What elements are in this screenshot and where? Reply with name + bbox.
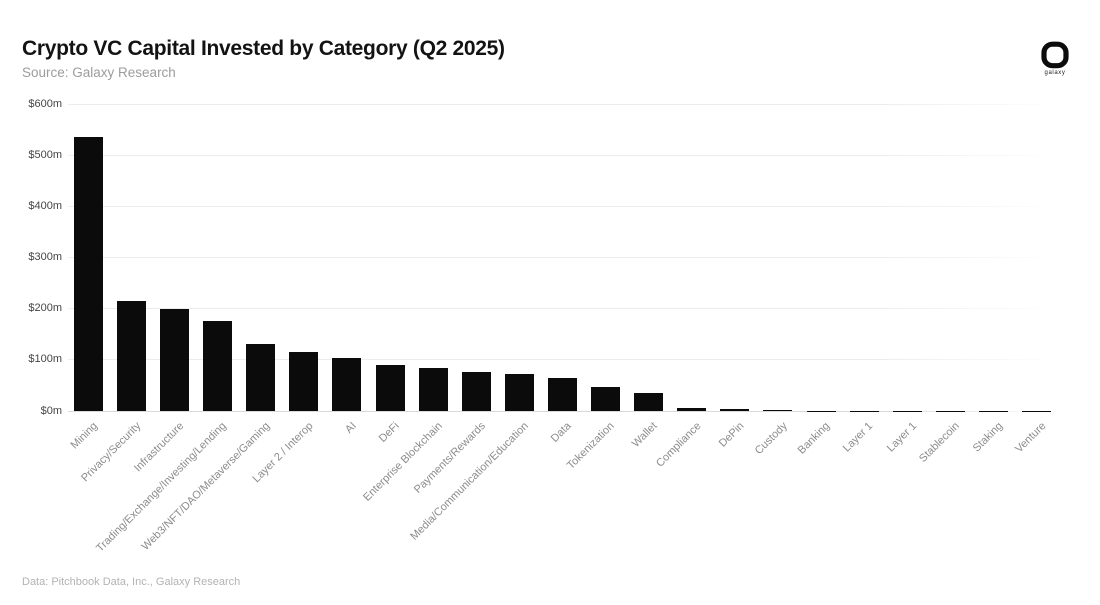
bar-ai bbox=[332, 357, 362, 411]
chart-source: Source: Galaxy Research bbox=[22, 65, 176, 80]
bar-depin bbox=[720, 409, 750, 411]
galaxy-helmet-icon bbox=[1041, 41, 1069, 69]
y-axis-tick-label: $600m bbox=[28, 97, 62, 110]
chart-header: Crypto VC Capital Invested by Category (… bbox=[22, 36, 505, 80]
x-axis-category-label: DePin bbox=[716, 420, 747, 450]
bar-trading-exchange-investing-lending bbox=[203, 320, 233, 411]
bar-media-communication-education bbox=[504, 374, 534, 411]
bar-layer-2-interop bbox=[289, 352, 319, 411]
x-axis-category-label: DeFi bbox=[376, 420, 402, 445]
x-axis-category-label: Stablecoin bbox=[916, 420, 962, 465]
y-axis-tick-label: $500m bbox=[28, 148, 62, 161]
y-axis-tick-label: $300m bbox=[28, 251, 62, 263]
gridline bbox=[68, 257, 1062, 258]
bar-infrastructure bbox=[160, 308, 189, 411]
gridline bbox=[68, 308, 1062, 310]
bar-mining bbox=[73, 137, 103, 411]
x-axis-category-label: Compliance bbox=[653, 420, 704, 470]
bar-payments-rewards bbox=[461, 372, 491, 411]
y-axis-tick-label: $100m bbox=[28, 353, 62, 366]
y-axis-tick-label: $0m bbox=[40, 404, 62, 417]
bar-custody bbox=[763, 410, 793, 411]
x-axis-line bbox=[68, 410, 1062, 412]
x-axis-category-label: Layer 1 bbox=[884, 420, 919, 455]
bar-enterprise-blockchain bbox=[418, 368, 448, 411]
gridline bbox=[68, 359, 1062, 361]
bar-compliance bbox=[677, 407, 707, 411]
y-axis-tick-label: $200m bbox=[28, 302, 62, 315]
x-axis-category-label: Data bbox=[548, 420, 574, 445]
bar-tokenization bbox=[591, 387, 620, 411]
x-axis-category-label: AI bbox=[342, 420, 359, 436]
x-axis-category-label: Layer 1 bbox=[841, 420, 876, 455]
galaxy-logo: galaxy bbox=[1036, 41, 1074, 76]
gridline bbox=[68, 154, 1062, 156]
bar-web3-nft-dao-metaverse-gaming bbox=[246, 344, 276, 411]
data-credit: Data: Pitchbook Data, Inc., Galaxy Resea… bbox=[22, 576, 241, 588]
gridline bbox=[68, 103, 1062, 105]
x-axis-category-label: Enterprise Blockchain bbox=[360, 420, 445, 504]
gridline bbox=[68, 205, 1062, 207]
bar-data bbox=[547, 377, 577, 411]
x-axis-category-label: Mining bbox=[68, 420, 100, 452]
bar-privacy-security bbox=[116, 300, 146, 411]
bar-wallet bbox=[634, 393, 664, 411]
x-axis-category-label: Staking bbox=[970, 420, 1005, 455]
x-axis-category-label: Banking bbox=[795, 420, 833, 457]
bar-defi bbox=[375, 364, 405, 411]
y-axis-tick-label: $400m bbox=[28, 199, 62, 212]
x-axis-category-label: Custody bbox=[752, 420, 790, 458]
x-axis-category-label: Wallet bbox=[630, 420, 661, 450]
chart-title: Crypto VC Capital Invested by Category (… bbox=[22, 37, 505, 60]
x-axis-category-label: Venture bbox=[1012, 420, 1048, 456]
galaxy-logo-text: galaxy bbox=[1044, 70, 1066, 76]
